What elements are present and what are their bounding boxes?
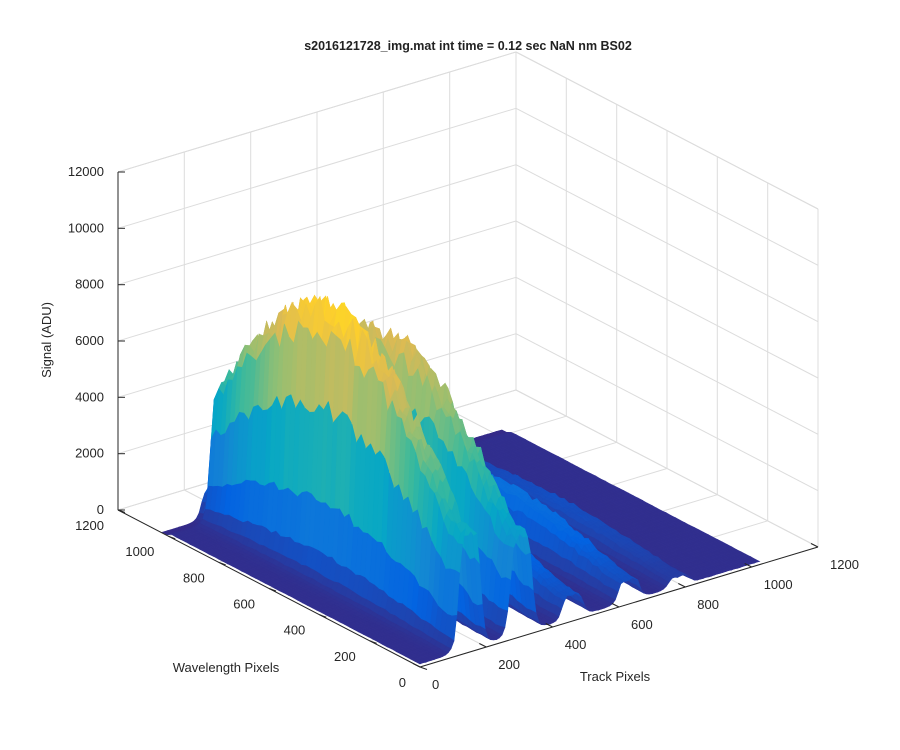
grid-line [515, 333, 819, 492]
grid-line [117, 107, 517, 229]
grid-line [515, 164, 819, 323]
box-edge [117, 51, 517, 173]
surface-layer [161, 294, 761, 665]
grid-line [117, 220, 517, 342]
box-edge [515, 51, 819, 210]
grid-line [117, 164, 517, 286]
grid-line [515, 276, 819, 435]
grid-line [515, 220, 819, 379]
grid-line [515, 107, 819, 266]
